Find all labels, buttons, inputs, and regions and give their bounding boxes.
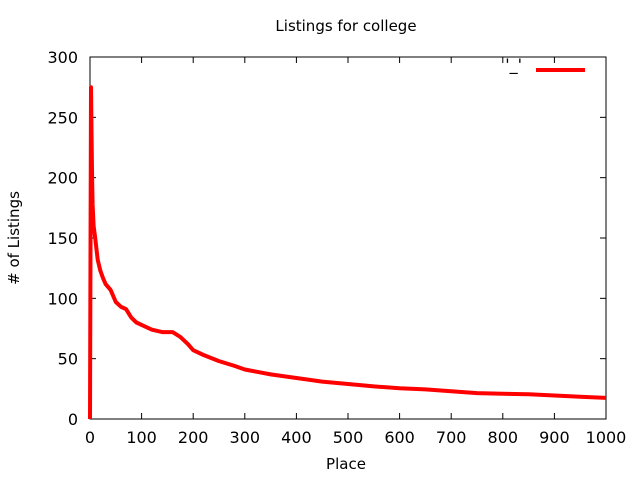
x-tick-label: 300 <box>230 428 261 447</box>
y-axis-label: # of Listings <box>5 191 23 285</box>
y-tick-label: 200 <box>47 169 78 188</box>
x-tick-label: 600 <box>384 428 415 447</box>
y-tick-label: 150 <box>47 229 78 248</box>
x-tick-label: 900 <box>539 428 570 447</box>
x-axis: 0 100 200 300 400 500 600 700 800 900 1000 <box>85 57 626 447</box>
legend: '_' <box>505 55 585 75</box>
plot-frame <box>89 56 607 420</box>
y-tick-label: 250 <box>47 108 78 127</box>
y-tick-label: 100 <box>47 289 78 308</box>
series-layer <box>88 85 607 420</box>
x-axis-label: Place <box>326 455 366 473</box>
chart-title: Listings for college <box>275 17 416 35</box>
y-tick-label: 0 <box>68 410 78 429</box>
y-axis: 0 50 100 150 200 250 300 <box>47 48 606 429</box>
x-tick-label: 700 <box>436 428 467 447</box>
x-tick-label: 0 <box>85 428 95 447</box>
legend-label: '_' <box>505 55 522 75</box>
y-tick-label: 50 <box>58 350 78 369</box>
x-tick-label: 400 <box>281 428 312 447</box>
x-tick-label: 500 <box>333 428 364 447</box>
x-tick-label: 800 <box>488 428 519 447</box>
x-tick-label: 200 <box>178 428 209 447</box>
x-tick-label: 1000 <box>586 428 627 447</box>
y-tick-label: 300 <box>47 48 78 67</box>
x-tick-label: 100 <box>126 428 157 447</box>
series-line <box>88 85 607 420</box>
